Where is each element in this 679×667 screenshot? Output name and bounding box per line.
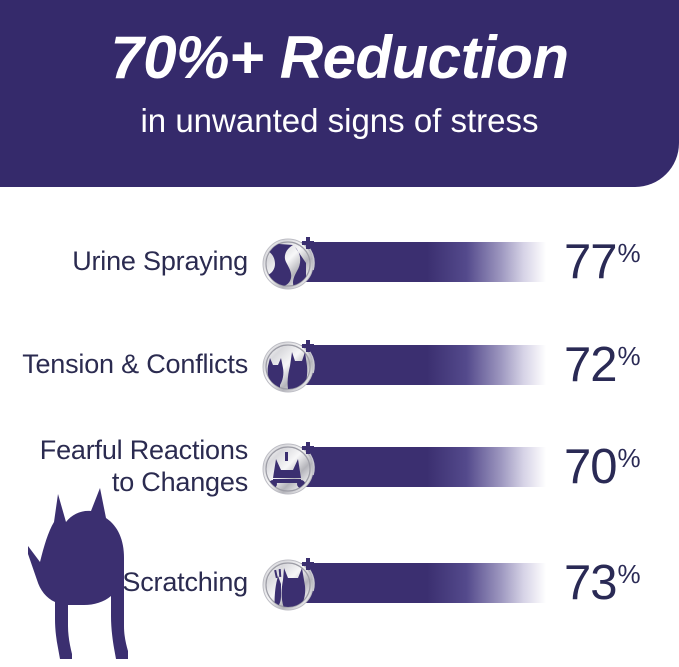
status-badge: 77 %: [564, 234, 641, 289]
row-label-urine-spraying: Urine Spraying: [0, 246, 258, 278]
cat-urine-spraying-icon: [262, 233, 320, 291]
bar-fill: [298, 563, 546, 603]
row-label-line: to Changes: [111, 467, 248, 497]
bar-track: [298, 447, 546, 487]
bar-track: [298, 242, 546, 282]
row-label-line: Tension & Conflicts: [22, 349, 248, 380]
cats-tension-conflicts-icon: [262, 336, 320, 394]
status-badge: 72 %: [564, 337, 641, 392]
page-title: 70%+ Reduction: [110, 24, 569, 91]
row-label-line: Urine Spraying: [72, 246, 248, 277]
status-badge: 73 %: [564, 555, 641, 610]
row-value-percent-symbol: %: [617, 442, 641, 473]
row-value-percent-symbol: %: [617, 340, 641, 371]
status-badge: 70 %: [564, 439, 641, 494]
row-label-tension-conflicts: Tension & Conflicts: [0, 349, 258, 381]
cat-scratching-icon: [262, 554, 320, 612]
row-value-number: 70: [564, 439, 618, 494]
bar-fill: [298, 345, 546, 385]
row-value-number: 72: [564, 337, 618, 392]
row-value-percent-symbol: %: [617, 558, 641, 589]
table-row: Urine Spraying: [0, 231, 679, 293]
stats-rows: Urine Spraying: [0, 187, 679, 667]
bar-track: [298, 563, 546, 603]
header-banner: 70%+ Reduction in unwanted signs of stre…: [0, 0, 679, 187]
row-value-percent-symbol: %: [617, 237, 641, 268]
bar-fill: [298, 242, 546, 282]
row-label-fearful-reactions: Fearful Reactions to Changes: [0, 435, 258, 499]
bar-fill: [298, 447, 546, 487]
row-label-line: Fearful Reactions: [39, 435, 248, 466]
row-value-number: 73: [564, 555, 618, 610]
row-value-number: 77: [564, 234, 618, 289]
row-label-scratching: Scratching: [0, 567, 258, 599]
page-subtitle: in unwanted signs of stress: [140, 101, 539, 139]
bar-track: [298, 345, 546, 385]
row-label-line: Scratching: [122, 567, 248, 598]
table-row: Fearful Reactions to Changes: [0, 435, 679, 499]
table-row: Tension & Conflicts: [0, 334, 679, 396]
table-row: Scratching: [0, 552, 679, 614]
cat-fearful-reactions-icon: [262, 438, 320, 496]
